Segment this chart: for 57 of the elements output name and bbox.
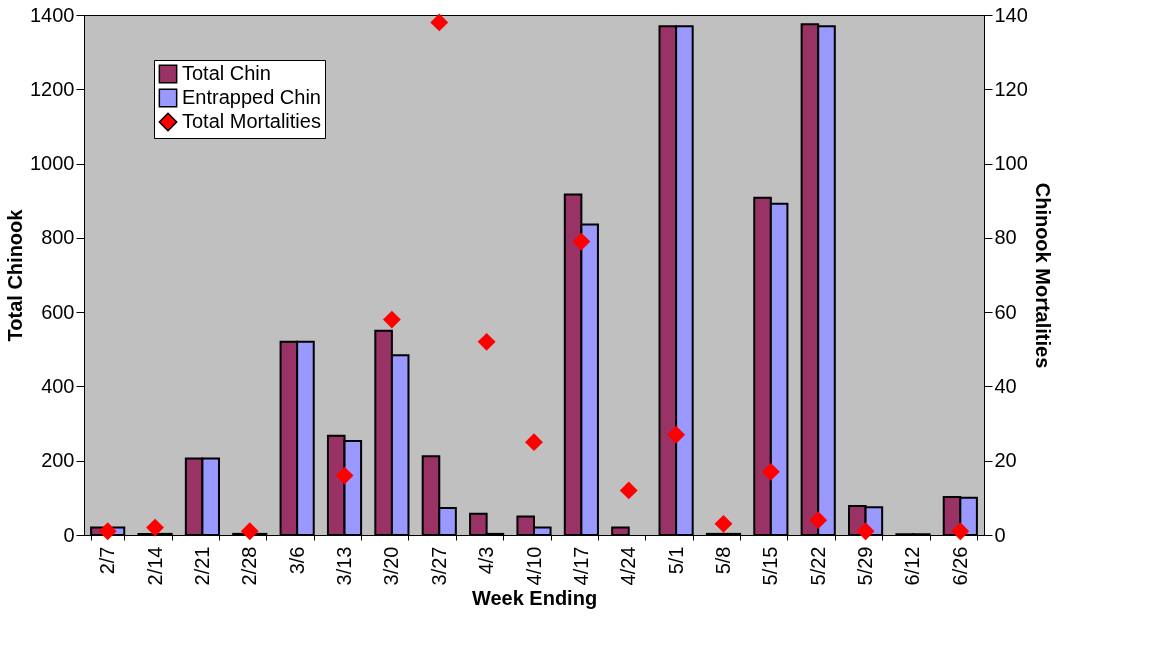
point xyxy=(430,13,449,32)
x-tick-label: 3/27 xyxy=(427,546,450,586)
x-axis-title: Week Ending xyxy=(471,587,598,610)
x-tick-label: 5/15 xyxy=(759,546,782,586)
x-tick-label: 2/7 xyxy=(96,546,119,575)
point xyxy=(477,332,496,351)
point xyxy=(572,232,591,251)
point xyxy=(146,518,164,537)
legend-label: Entrapped Chin xyxy=(182,86,321,108)
y2-tick-label: 40 xyxy=(994,374,1017,397)
point xyxy=(951,522,970,541)
x-tick-label: 6/26 xyxy=(948,546,971,586)
x-tick-label: 4/17 xyxy=(569,546,592,586)
point xyxy=(667,425,686,444)
legend-label: Total Chin xyxy=(182,62,271,84)
y2-tick-label: 0 xyxy=(994,523,1006,546)
y2-tick-label: 80 xyxy=(994,226,1017,249)
y-tick-label: 800 xyxy=(41,226,75,249)
point xyxy=(525,433,543,452)
y2-axis-title: Chinook Mortalities xyxy=(1031,182,1054,369)
y-tick-label: 1200 xyxy=(30,77,75,100)
y2-tick-label: 120 xyxy=(994,77,1028,100)
x-tick-label: 3/20 xyxy=(380,546,403,586)
y2-tick-label: 20 xyxy=(994,449,1017,472)
x-tick-label: 2/21 xyxy=(190,546,213,586)
y2-tick-label: 140 xyxy=(994,3,1028,26)
point xyxy=(240,522,259,541)
y-axis-title: Total Chinook xyxy=(4,208,27,342)
x-tick-label: 2/14 xyxy=(143,546,166,586)
x-tick-label: 3/13 xyxy=(333,546,356,586)
point xyxy=(856,522,875,541)
point xyxy=(714,514,733,533)
point xyxy=(382,310,401,329)
x-tick-label: 3/6 xyxy=(285,546,308,575)
point xyxy=(761,462,780,481)
y-tick-label: 1000 xyxy=(30,152,75,175)
x-tick-label: 6/12 xyxy=(901,546,924,586)
y-tick-label: 0 xyxy=(63,523,75,546)
y-tick-label: 1400 xyxy=(30,3,75,26)
y-tick-label: 200 xyxy=(41,449,75,472)
x-tick-label: 5/29 xyxy=(854,546,877,586)
point xyxy=(619,481,638,500)
y2-tick-label: 100 xyxy=(994,152,1028,175)
y-tick-label: 600 xyxy=(41,300,75,323)
x-tick-label: 4/10 xyxy=(522,546,545,586)
x-tick-label: 4/3 xyxy=(475,546,498,575)
x-tick-label: 5/1 xyxy=(664,546,687,575)
x-tick-label: 5/8 xyxy=(711,546,734,575)
point xyxy=(335,466,354,485)
x-tick-label: 5/22 xyxy=(806,546,829,586)
point xyxy=(809,511,828,530)
point xyxy=(98,522,117,541)
x-tick-label: 2/28 xyxy=(238,546,261,586)
y2-tick-label: 60 xyxy=(994,300,1017,323)
y-tick-label: 400 xyxy=(41,374,75,397)
x-tick-label: 4/24 xyxy=(617,546,640,586)
legend-label: Total Mortalities xyxy=(182,110,321,132)
